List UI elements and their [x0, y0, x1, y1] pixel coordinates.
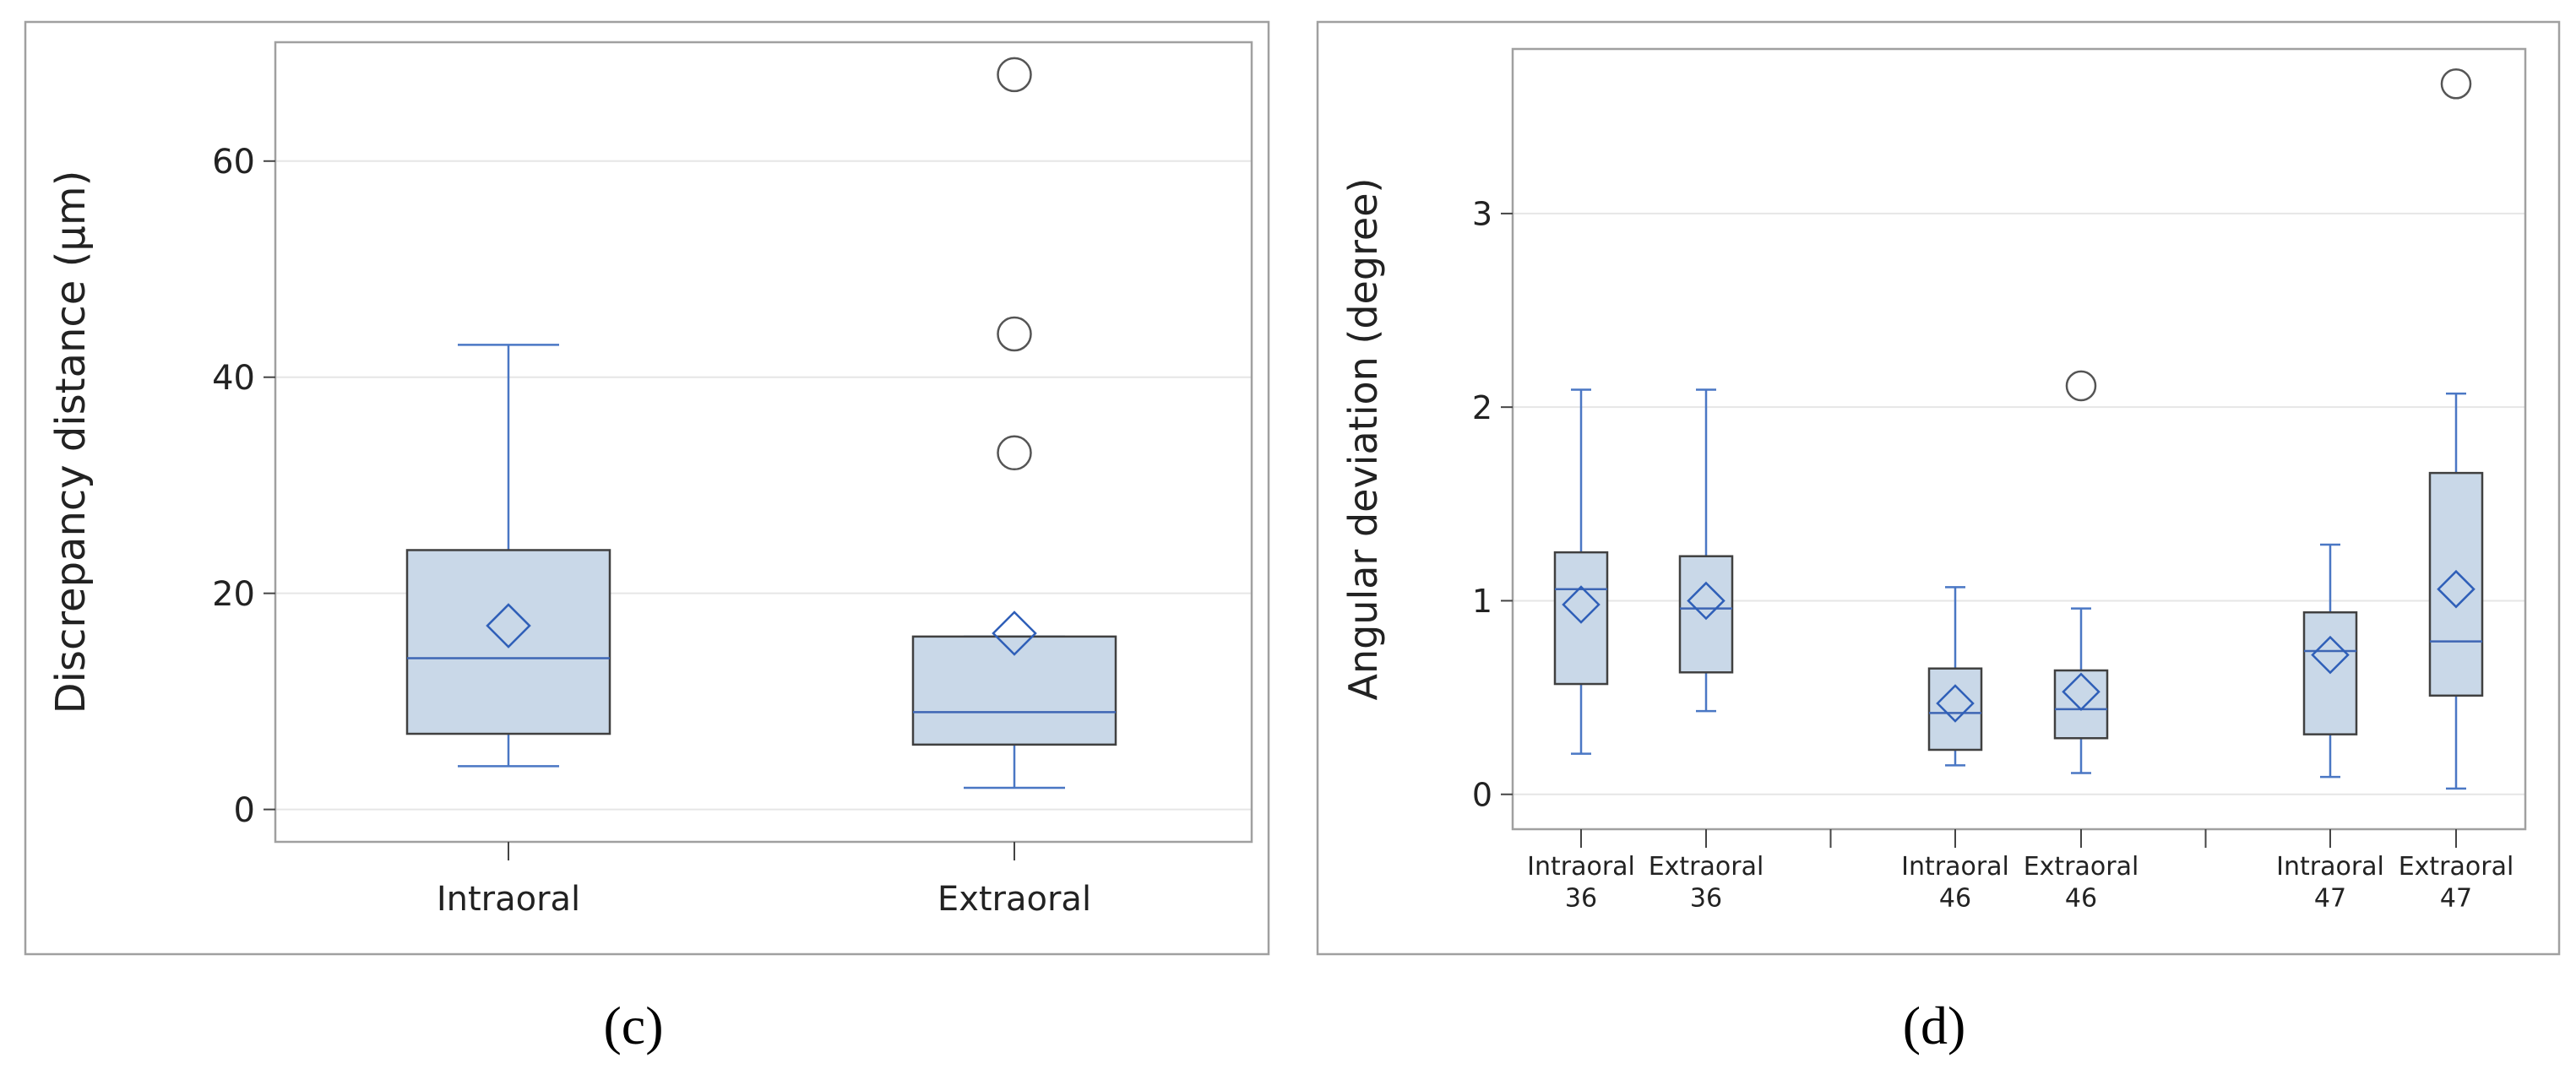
y-tick-label: 60	[212, 143, 255, 182]
mean-marker	[2311, 635, 2350, 675]
mean-marker	[1562, 585, 1600, 624]
box	[1553, 551, 1609, 686]
outlier-point	[2440, 68, 2472, 100]
mean-marker	[486, 603, 531, 648]
box	[1678, 555, 1734, 674]
plot-frame	[1511, 47, 2527, 831]
chart-d: 0 1 2 3 Angular deviation (degree) Intraoral 3…	[1316, 20, 2561, 1055]
x-tick-label: Extraoral 36	[1649, 852, 1764, 914]
y-tick-label: 2	[1472, 389, 1492, 426]
y-axis-label: Discrepancy distance (µm)	[47, 171, 95, 714]
y-axis-label: Angular deviation (degree)	[1340, 177, 1386, 700]
x-tick-label: Extraoral	[937, 880, 1091, 919]
box	[405, 549, 611, 735]
panel-caption: (c)	[603, 996, 663, 1055]
y-tick-label: 40	[212, 359, 255, 398]
plot-frame	[274, 41, 1253, 844]
chart-c: 0 20 40 60 Discrepancy distance (µm) Intraora…	[24, 20, 1270, 1055]
x-tick-label: Intraoral 47	[2276, 852, 2384, 914]
mean-marker	[1936, 684, 1975, 723]
box	[2053, 669, 2109, 740]
box	[1927, 667, 1983, 752]
outlier-point	[997, 316, 1032, 352]
box	[2428, 471, 2484, 697]
mean-marker	[2437, 569, 2475, 609]
x-tick-label: Intraoral 46	[1901, 852, 2009, 914]
x-tick-label: Intraoral	[437, 880, 580, 919]
y-tick-label: 0	[234, 791, 255, 830]
outer-frame	[1316, 20, 2561, 956]
outlier-point	[997, 435, 1032, 471]
mean-marker	[992, 610, 1037, 656]
outer-frame	[24, 20, 1270, 956]
y-tick-label: 20	[212, 575, 255, 614]
mean-marker	[2062, 672, 2100, 711]
x-tick-label: Intraoral 36	[1527, 852, 1635, 914]
x-tick-label: Extraoral 47	[2399, 852, 2514, 914]
outlier-point	[2065, 370, 2097, 402]
x-tick-label: Extraoral 46	[2024, 852, 2139, 914]
y-tick-label: 1	[1472, 583, 1492, 620]
y-tick-label: 3	[1472, 196, 1492, 233]
y-tick-label: 0	[1472, 776, 1492, 813]
outlier-point	[997, 57, 1032, 93]
panel-caption: (d)	[1903, 996, 1966, 1055]
box	[911, 635, 1117, 746]
mean-marker	[1687, 581, 1725, 621]
